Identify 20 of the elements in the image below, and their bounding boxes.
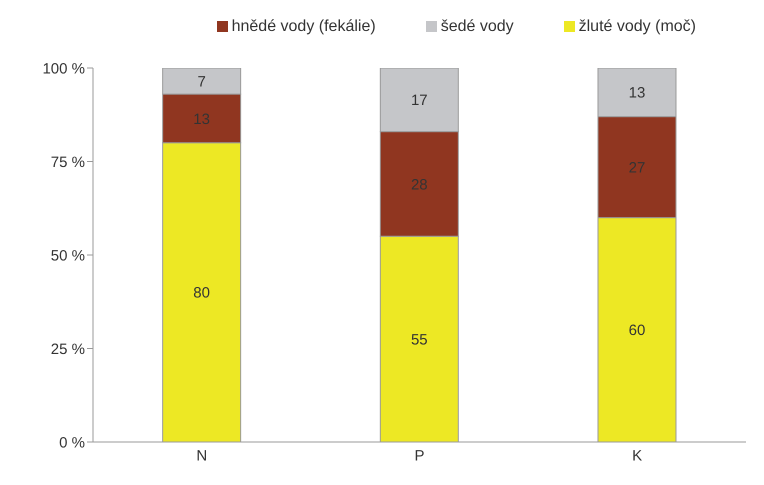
data-label: 27 <box>628 159 646 176</box>
data-label: 28 <box>410 176 428 194</box>
y-tick-label: 50 % <box>50 247 85 264</box>
data-label: 55 <box>410 331 428 348</box>
data-label: 60 <box>628 322 646 340</box>
data-label: 7 <box>197 73 206 90</box>
data-label: 17 <box>410 92 428 110</box>
legend-label: šedé vody <box>440 18 514 35</box>
x-tick-label: P <box>414 448 425 465</box>
legend-label: hnědé vody (fekálie) <box>232 18 376 35</box>
data-label: 13 <box>628 84 646 102</box>
x-tick-label: K <box>632 448 642 465</box>
y-tick-label: 0 % <box>59 434 85 452</box>
x-tick-label: N <box>196 448 208 465</box>
y-tick-label: 100 % <box>42 60 85 78</box>
y-tick-label: 25 % <box>50 340 85 358</box>
legend-label: žluté vody (moč) <box>578 18 696 35</box>
y-tick-label: 75 % <box>50 154 85 171</box>
data-label: 80 <box>193 284 210 302</box>
data-label: 13 <box>193 110 210 128</box>
